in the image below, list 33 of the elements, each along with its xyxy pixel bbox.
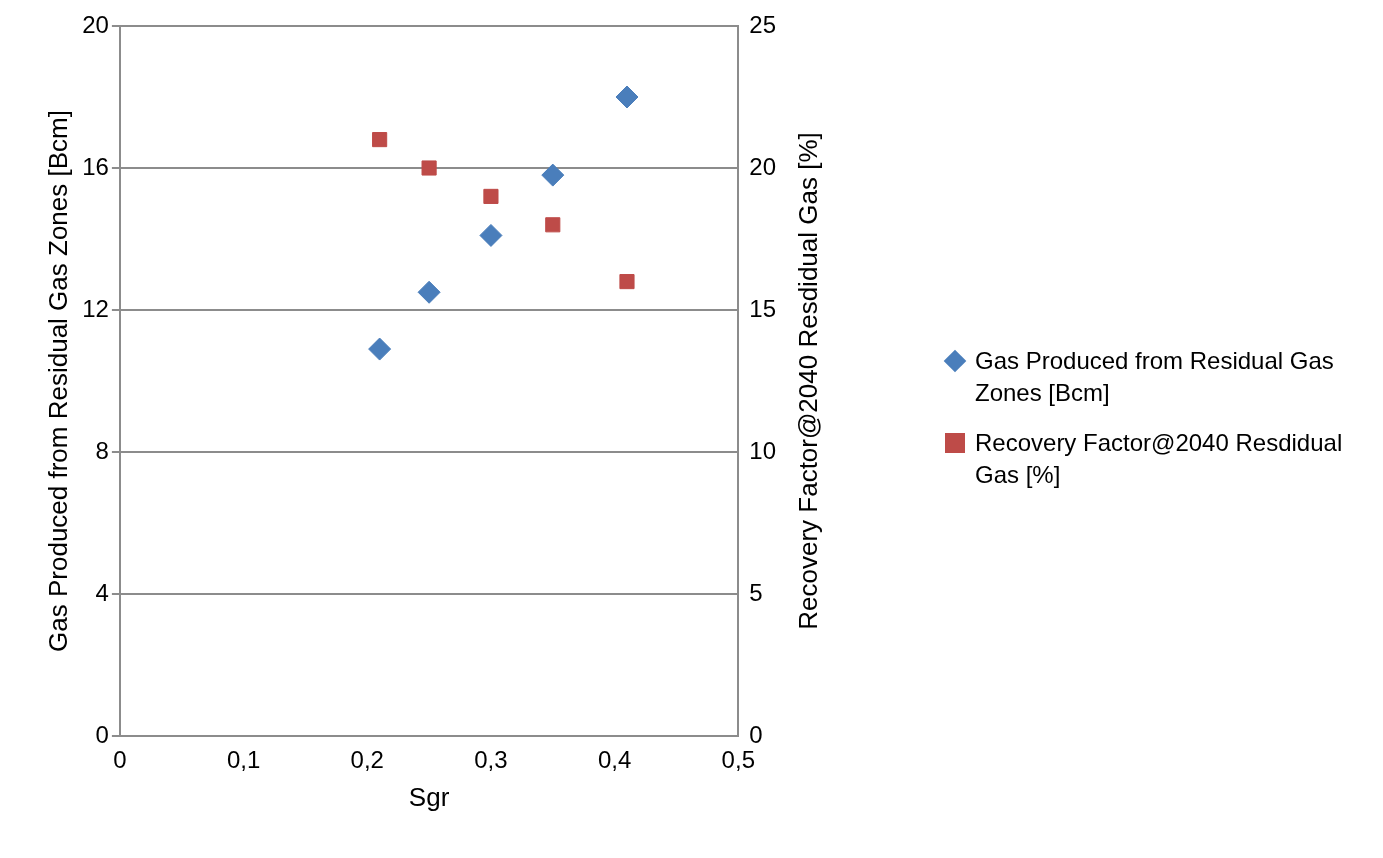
point — [372, 132, 388, 148]
y-tick-label: 20 — [82, 10, 109, 38]
y2-tick-label: 20 — [749, 152, 777, 180]
y-tick-label: 0 — [95, 720, 109, 748]
y2-tick-label: 0 — [749, 720, 763, 748]
point — [619, 274, 635, 290]
y-tick-label: 8 — [95, 436, 109, 464]
point — [483, 188, 499, 204]
x-tick-label: 0,4 — [597, 746, 632, 774]
x-tick-label: 0,5 — [721, 746, 755, 774]
y2-tick-label: 15 — [749, 294, 777, 322]
x-tick-label: 0,1 — [226, 746, 261, 774]
y-tick-label: 4 — [95, 578, 109, 606]
point — [479, 223, 503, 247]
x-axis-title: Sgr — [408, 781, 450, 812]
point — [615, 85, 639, 109]
point — [417, 280, 441, 304]
y-tick-label: 12 — [82, 294, 109, 322]
y2-tick-label: 10 — [749, 436, 777, 464]
y2-tick-label: 25 — [749, 10, 777, 38]
point — [421, 160, 437, 176]
point — [541, 163, 565, 187]
y2-axis-title: Recovery Factor@2040 Resdidual Gas [%] — [793, 132, 824, 630]
legend-label: Recovery Factor@2040 Resdidual Gas [%] — [975, 428, 1344, 490]
point — [368, 337, 392, 361]
x-tick-label: 0,3 — [474, 746, 508, 774]
y2-tick-label: 5 — [749, 578, 763, 606]
point — [545, 217, 561, 233]
legend-label: Gas Produced from Residual Gas Zones [Bcm] — [975, 346, 1335, 408]
x-tick-label: 0 — [113, 746, 127, 774]
x-tick-label: 0,2 — [350, 746, 384, 774]
y-axis-title: Gas Produced from Residual Gas Zones [Bcm] — [42, 110, 73, 652]
y-tick-label: 16 — [82, 152, 109, 180]
